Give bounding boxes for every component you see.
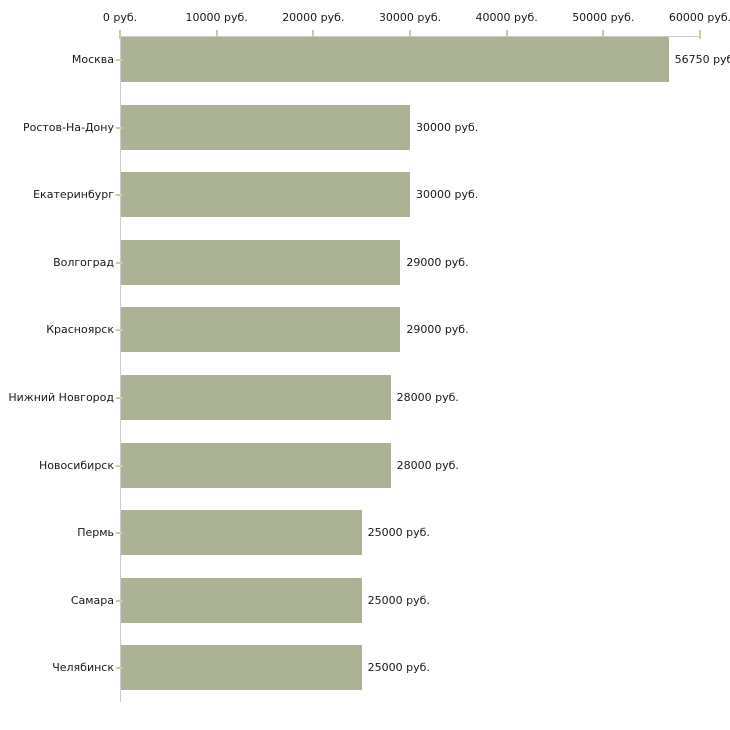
y-axis-tick-mark <box>116 194 123 197</box>
category-label: Новосибирск <box>38 458 114 472</box>
y-axis-tick-mark <box>116 126 123 129</box>
category-label: Нижний Новгород <box>8 391 114 404</box>
bar <box>121 172 410 218</box>
y-axis-tick-mark <box>116 532 123 535</box>
y-axis-tick-mark <box>116 397 123 399</box>
value-label: 25000 руб. <box>367 526 430 540</box>
y-axis-tick-mark <box>116 261 123 264</box>
x-axis-tick-mark <box>699 30 701 39</box>
value-label: 25000 руб. <box>367 661 430 675</box>
value-label: 28000 руб. <box>396 458 459 472</box>
value-label: 29000 руб. <box>406 323 469 337</box>
x-axis-tick-mark <box>409 30 411 39</box>
bar <box>121 375 391 420</box>
x-axis-tick-mark <box>215 30 218 39</box>
bar <box>121 37 669 82</box>
category-label: Красноярск <box>46 323 114 337</box>
bar <box>121 577 362 623</box>
category-label: Пермь <box>77 526 114 540</box>
x-axis-tick-mark <box>312 30 315 39</box>
bar <box>121 239 401 285</box>
category-label: Екатеринбург <box>33 188 114 202</box>
category-label: Самара <box>70 593 114 607</box>
bar <box>121 645 362 691</box>
value-label: 56750 руб. <box>674 53 730 66</box>
x-axis-tick-label: 0 руб. <box>102 11 138 24</box>
x-axis-tick-mark <box>119 30 121 39</box>
category-label: Волгоград <box>53 255 114 269</box>
x-axis-tick-mark <box>602 30 605 39</box>
x-axis-tick-mark <box>505 30 508 39</box>
y-axis-tick-mark <box>116 599 123 602</box>
category-label: Ростов-На-Дону <box>22 120 114 134</box>
value-label: 25000 руб. <box>367 593 430 607</box>
bar <box>121 307 401 353</box>
bar <box>121 442 391 488</box>
x-axis-tick-label: 10000 руб. <box>185 11 248 24</box>
y-axis-tick-mark <box>116 59 123 61</box>
bar <box>121 104 410 150</box>
x-axis-tick-label: 40000 руб. <box>475 11 538 24</box>
y-axis-line <box>120 36 121 702</box>
value-label: 28000 руб. <box>396 391 459 404</box>
value-label: 30000 руб. <box>416 120 479 134</box>
value-label: 30000 руб. <box>416 188 479 202</box>
x-axis-tick-label: 20000 руб. <box>282 11 345 24</box>
y-axis-tick-mark <box>116 329 123 332</box>
y-axis-tick-mark <box>116 667 123 670</box>
y-axis-tick-mark <box>116 464 123 467</box>
x-axis-tick-label: 60000 руб. <box>668 11 730 24</box>
category-label: Челябинск <box>52 661 114 675</box>
x-axis-tick-label: 30000 руб. <box>378 11 442 24</box>
category-label: Москва <box>71 53 114 66</box>
x-axis-tick-label: 50000 руб. <box>572 11 635 24</box>
bar <box>121 510 362 556</box>
value-label: 29000 руб. <box>406 255 469 269</box>
